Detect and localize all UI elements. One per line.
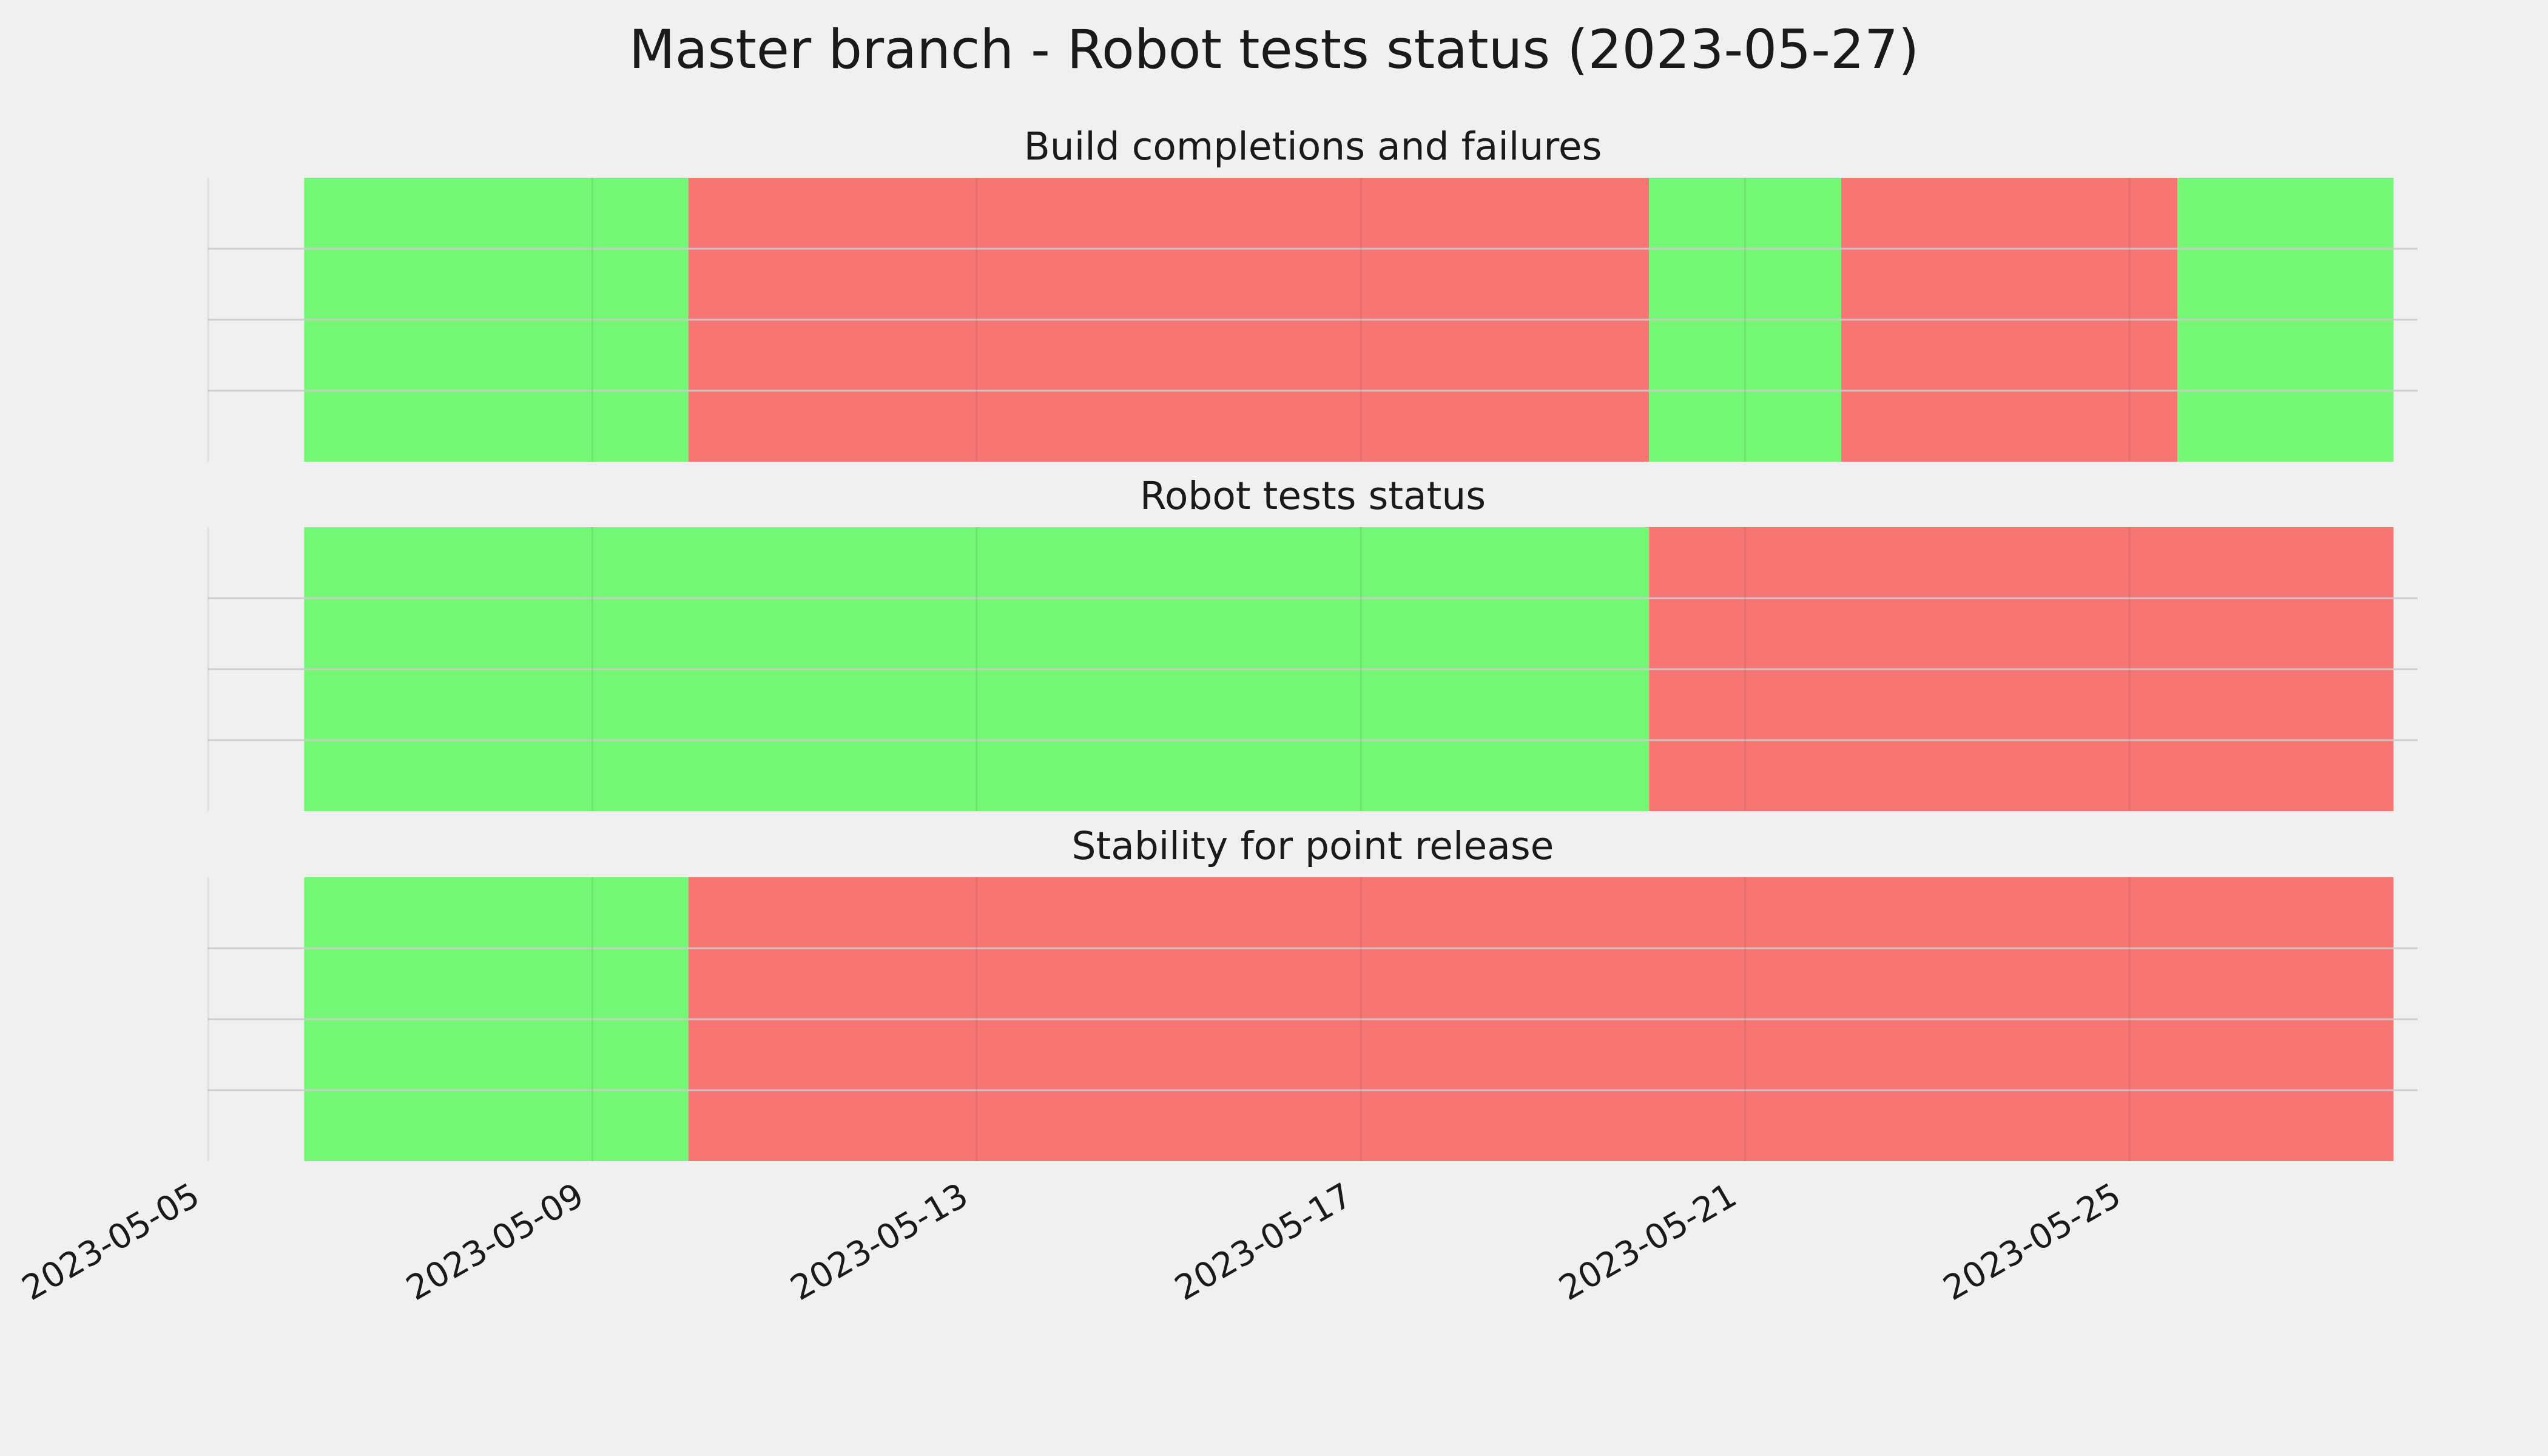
x-tick-label: 2023-05-09 <box>400 1176 590 1309</box>
panel-title: Build completions and failures <box>1024 124 1602 169</box>
x-tick-label: 2023-05-13 <box>784 1176 974 1309</box>
panel-title: Stability for point release <box>1072 824 1554 868</box>
panel-title: Robot tests status <box>1140 474 1486 518</box>
x-tick-label: 2023-05-05 <box>16 1176 206 1309</box>
panel-3: Stability for point release <box>207 824 2418 1161</box>
x-tick-label: 2023-05-21 <box>1552 1176 1743 1309</box>
panel-2: Robot tests status <box>207 474 2418 811</box>
panel-1: Build completions and failures <box>207 124 2418 462</box>
chart-title: Master branch - Robot tests status (2023… <box>629 18 1919 81</box>
x-tick-label: 2023-05-17 <box>1168 1176 1359 1309</box>
x-tick-label: 2023-05-25 <box>1937 1176 2128 1309</box>
